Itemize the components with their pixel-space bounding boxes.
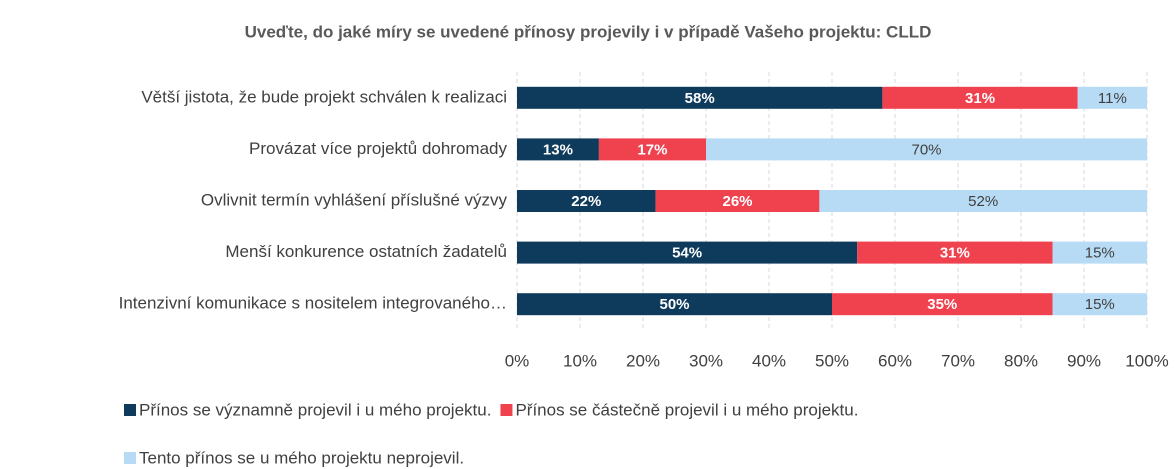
bar-segment — [655, 190, 820, 212]
data-label: 54% — [672, 245, 702, 262]
legend-label: Přínos se významně projevil i u mého pro… — [139, 400, 491, 419]
data-label: 11% — [1098, 90, 1127, 107]
data-label: 58% — [685, 90, 715, 107]
y-tick-label: Menší konkurence ostatních žadatelů — [225, 242, 507, 261]
bar-segment — [832, 293, 1053, 316]
x-tick-label: 70% — [941, 351, 975, 370]
bar-segment — [706, 138, 1147, 161]
data-label: 22% — [571, 193, 601, 210]
data-label: 13% — [543, 141, 573, 158]
data-label: 52% — [968, 193, 998, 210]
data-label: 15% — [1085, 296, 1115, 313]
legend-swatch — [124, 404, 136, 416]
y-tick-label: Větší jistota, že bude projekt schválen … — [141, 87, 507, 106]
legend-swatch — [500, 404, 513, 416]
y-tick-label: Provázat více projektů dohromady — [249, 139, 507, 158]
x-tick-label: 20% — [626, 351, 660, 370]
bar-segment — [517, 293, 832, 316]
bar-segment — [598, 138, 706, 161]
chart-title: Uveďte, do jaké míry se uvedené přínosy … — [245, 22, 932, 41]
bar-segment — [1077, 86, 1147, 109]
data-label: 17% — [637, 141, 667, 158]
data-label: 70% — [911, 141, 941, 158]
bar-segment — [1052, 241, 1147, 264]
bar-segment — [517, 138, 599, 161]
bar-segment — [1052, 293, 1147, 316]
data-label: 31% — [965, 90, 995, 107]
x-tick-label: 0% — [505, 351, 530, 370]
data-label: 35% — [927, 296, 957, 313]
x-tick-label: 80% — [1004, 351, 1038, 370]
legend-label: Tento přínos se u mého projektu neprojev… — [139, 448, 464, 467]
x-tick-label: 90% — [1067, 351, 1101, 370]
x-tick-label: 30% — [689, 351, 723, 370]
y-tick-label: Intenzivní komunikace s nositelem integr… — [119, 294, 507, 313]
data-label: 50% — [659, 296, 689, 313]
x-tick-label: 50% — [815, 351, 849, 370]
bar-segment — [517, 86, 883, 109]
bar-segment — [517, 190, 656, 212]
x-tick-label: 60% — [878, 351, 912, 370]
x-tick-label: 10% — [563, 351, 597, 370]
bar-segment — [882, 86, 1078, 109]
bar-segment — [819, 190, 1147, 212]
bar-segment — [517, 241, 858, 264]
bar-segment — [857, 241, 1053, 264]
legend-label: Přínos se částečně projevil i u mého pro… — [515, 400, 858, 419]
data-label: 26% — [722, 193, 752, 210]
legend-swatch — [124, 452, 136, 464]
data-label: 31% — [940, 245, 970, 262]
data-label: 15% — [1085, 245, 1115, 262]
x-tick-label: 40% — [752, 351, 786, 370]
y-tick-label: Ovlivnit termín vyhlášení příslušné výzv… — [201, 190, 508, 209]
x-tick-label: 100% — [1125, 351, 1168, 370]
